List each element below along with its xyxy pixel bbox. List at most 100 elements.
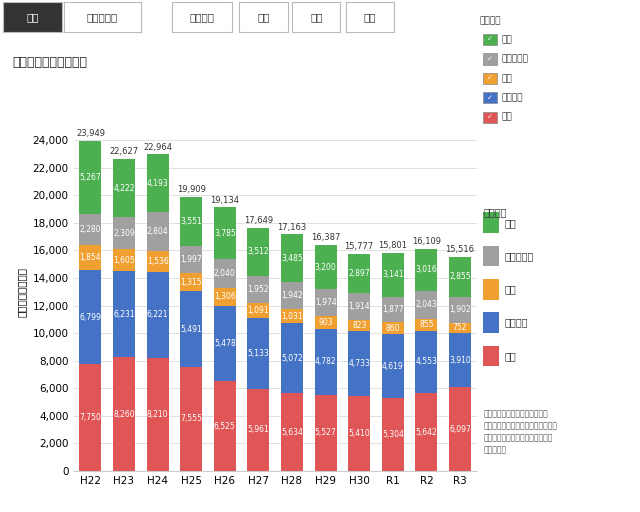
Text: 3,785: 3,785 <box>214 229 236 238</box>
Text: 3,551: 3,551 <box>180 217 202 226</box>
Bar <box>281 393 303 471</box>
Bar <box>415 290 437 318</box>
Bar <box>180 246 202 273</box>
Bar <box>382 323 404 334</box>
Text: 3,141: 3,141 <box>382 270 404 280</box>
Text: 16,387: 16,387 <box>311 233 340 242</box>
Text: 6,097: 6,097 <box>449 424 471 434</box>
Text: 15,516: 15,516 <box>445 245 474 254</box>
Bar <box>79 245 101 270</box>
Text: 4,193: 4,193 <box>147 179 168 188</box>
Text: 823: 823 <box>352 321 366 330</box>
Bar <box>281 309 303 324</box>
Bar <box>79 214 101 245</box>
Text: 860: 860 <box>385 324 400 333</box>
Bar <box>415 331 437 393</box>
Bar <box>348 293 370 320</box>
Text: 19,909: 19,909 <box>177 185 205 194</box>
Text: 16,109: 16,109 <box>412 237 441 246</box>
Bar <box>248 228 269 276</box>
Text: 6,799: 6,799 <box>79 313 101 322</box>
Bar <box>248 318 269 389</box>
Text: 1,974: 1,974 <box>315 298 337 307</box>
Text: 5,133: 5,133 <box>248 349 269 358</box>
Bar <box>248 303 269 318</box>
Text: 1,306: 1,306 <box>214 292 236 301</box>
Text: ✓: ✓ <box>487 75 493 81</box>
Bar <box>382 253 404 296</box>
Bar <box>382 334 404 398</box>
Bar <box>315 395 337 471</box>
Text: 2,043: 2,043 <box>415 300 437 309</box>
Text: 1,997: 1,997 <box>180 255 202 264</box>
Text: 2,309: 2,309 <box>113 229 135 238</box>
Text: 6,231: 6,231 <box>113 310 135 319</box>
Bar <box>281 234 303 283</box>
Text: その他獣類: その他獣類 <box>501 54 528 63</box>
Text: 23,949: 23,949 <box>76 129 105 138</box>
Text: 5,491: 5,491 <box>180 325 202 333</box>
Bar <box>113 217 135 249</box>
Text: 都道府県別: 都道府県別 <box>87 12 118 22</box>
Text: 3,485: 3,485 <box>281 254 303 263</box>
Text: 5,642: 5,642 <box>415 428 437 437</box>
Text: 1,942: 1,942 <box>281 291 303 301</box>
Text: その他獣類にはクマ、ハクビシ
ン、アライグマ、カモシカ、タヌキ
、ネズミ、ウサギ、ヌートリア等
が含まれる: その他獣類にはクマ、ハクビシ ン、アライグマ、カモシカ、タヌキ 、ネズミ、ウサギ… <box>483 410 557 454</box>
Text: ✓: ✓ <box>487 95 493 101</box>
Bar <box>113 271 135 357</box>
Bar <box>382 296 404 323</box>
Bar <box>113 249 135 271</box>
Bar <box>449 387 471 471</box>
Text: 15,801: 15,801 <box>378 242 407 250</box>
Text: 15,777: 15,777 <box>344 242 374 251</box>
Bar <box>248 389 269 471</box>
Text: 加害獣種: 加害獣種 <box>483 207 507 218</box>
Bar <box>315 316 337 329</box>
Bar <box>449 296 471 323</box>
Text: ✓: ✓ <box>487 56 493 62</box>
Text: 1,854: 1,854 <box>79 253 101 262</box>
Text: 855: 855 <box>419 320 434 329</box>
Text: 4,222: 4,222 <box>113 184 135 193</box>
Bar <box>180 273 202 291</box>
Text: 5,072: 5,072 <box>281 354 303 363</box>
Bar <box>214 207 236 260</box>
Text: サル: サル <box>310 12 323 22</box>
Text: 22,627: 22,627 <box>109 147 139 156</box>
Text: 4,619: 4,619 <box>382 361 404 371</box>
Bar <box>214 381 236 471</box>
Text: 加害獣種: 加害獣種 <box>480 16 502 26</box>
Bar <box>79 270 101 364</box>
Bar <box>415 249 437 290</box>
Text: 1,091: 1,091 <box>248 306 269 315</box>
Text: 1,902: 1,902 <box>449 305 471 314</box>
Bar <box>147 272 168 358</box>
Text: ✓: ✓ <box>487 114 493 120</box>
Text: 1,952: 1,952 <box>248 285 269 294</box>
Bar <box>147 212 168 251</box>
Bar <box>180 197 202 246</box>
Bar <box>214 306 236 381</box>
Text: 7,750: 7,750 <box>79 413 101 422</box>
Text: サル: サル <box>501 74 512 83</box>
Text: 8,260: 8,260 <box>113 410 135 419</box>
Bar <box>348 253 370 293</box>
Bar <box>348 331 370 396</box>
Text: 6,525: 6,525 <box>214 421 236 431</box>
Bar <box>147 358 168 471</box>
Text: 903: 903 <box>318 318 333 327</box>
Text: 3,200: 3,200 <box>315 263 337 272</box>
Text: 鳥類: 鳥類 <box>501 35 512 44</box>
Bar <box>315 245 337 289</box>
Text: サル: サル <box>504 284 516 294</box>
Text: 2,280: 2,280 <box>79 225 101 233</box>
Bar <box>315 329 337 395</box>
Bar <box>113 159 135 217</box>
Text: 3,910: 3,910 <box>449 355 471 365</box>
Text: 6,221: 6,221 <box>147 310 168 319</box>
Text: 5,267: 5,267 <box>79 173 101 182</box>
Text: 3,016: 3,016 <box>415 265 437 274</box>
Text: 1,031: 1,031 <box>281 312 303 321</box>
Bar <box>147 155 168 212</box>
Text: シカ: シカ <box>501 113 512 122</box>
